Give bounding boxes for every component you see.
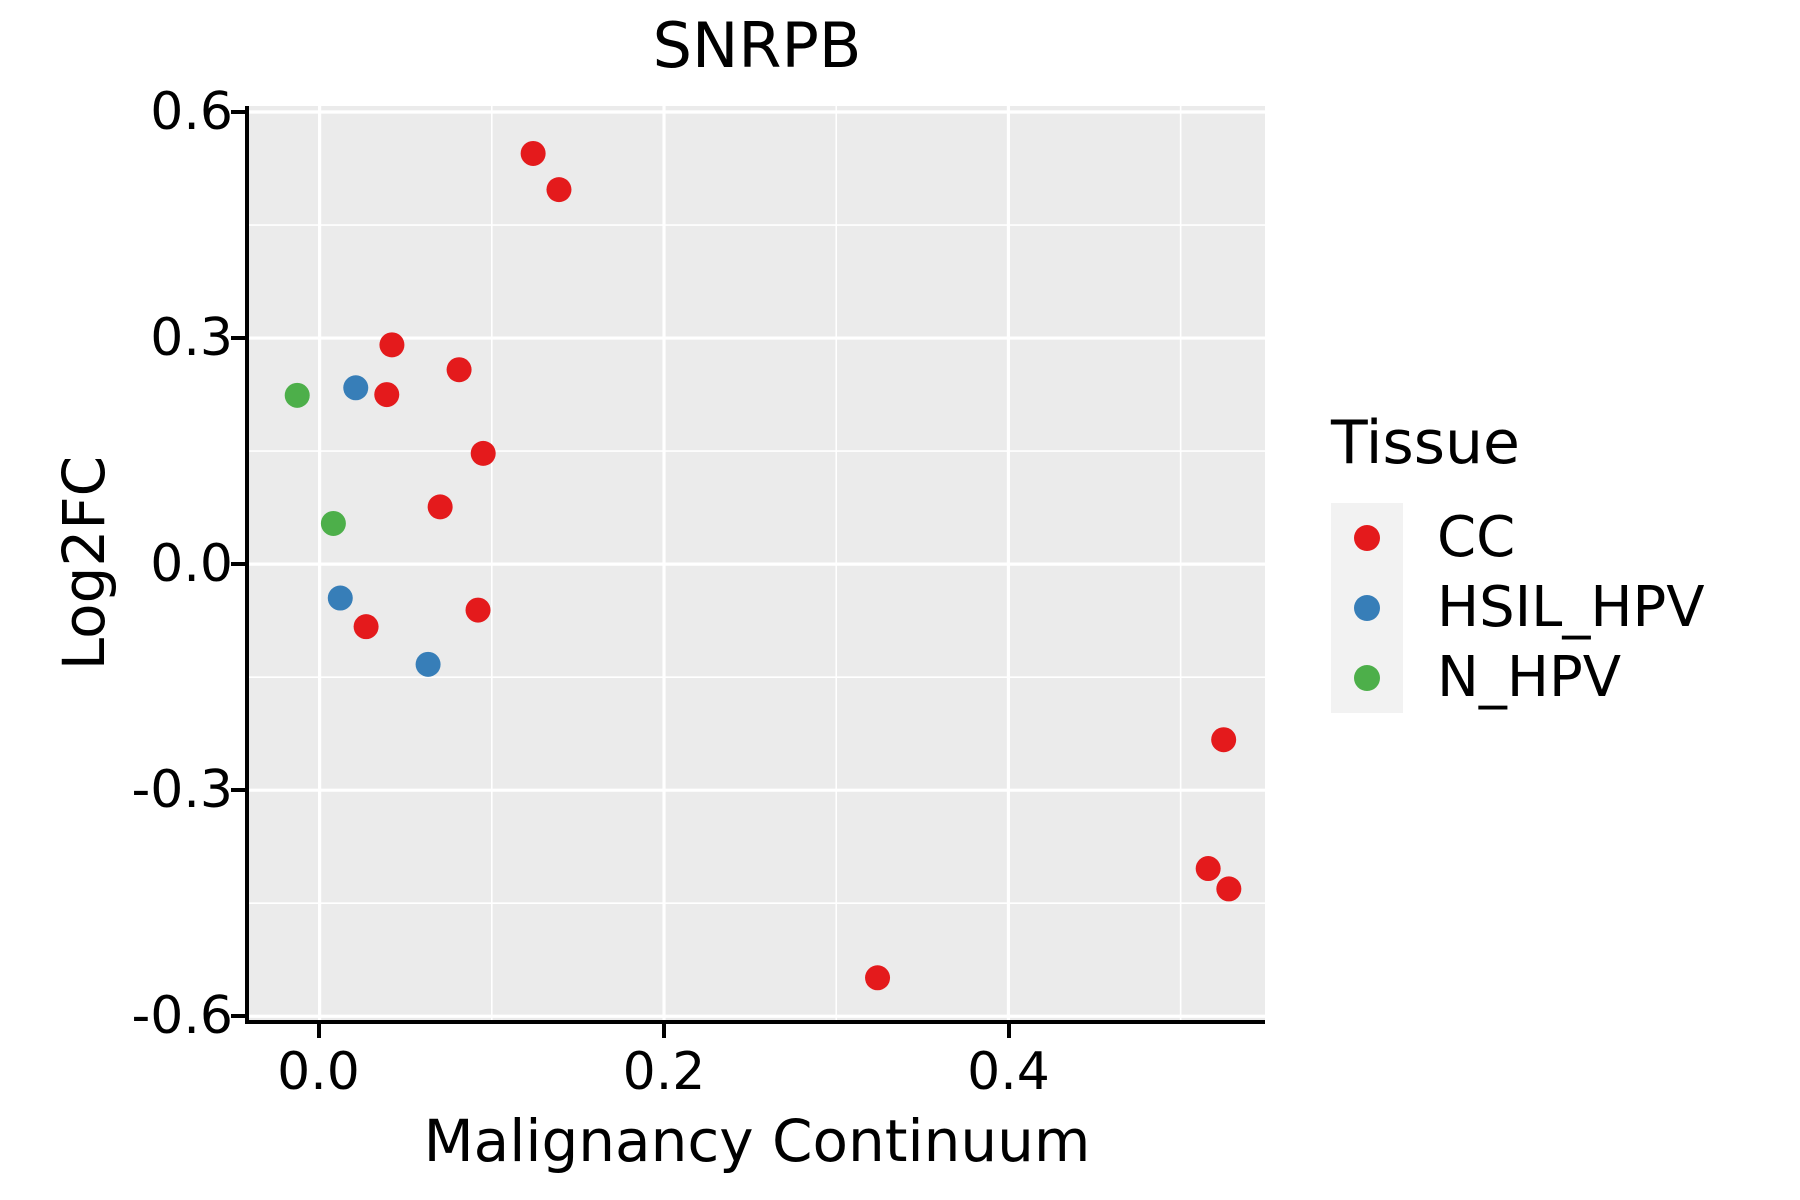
y-tick-label: 0.3 [150,308,233,368]
data-point-cc [379,332,405,358]
x-tick-label: 0.0 [277,1042,360,1102]
data-point-cc [465,597,491,623]
y-tick-mark [231,336,245,340]
n-hpv-dot-icon [1354,665,1380,691]
data-point-cc [1195,856,1221,882]
plot-title: SNRPB [652,9,862,82]
legend-key [1331,643,1403,713]
y-tick-label: 0.0 [150,534,233,594]
y-tick-mark [231,562,245,566]
legend-title: Tissue [1331,408,1520,478]
x-tick-label: 0.2 [622,1042,706,1102]
x-tick-mark [662,1024,666,1038]
x-tick-mark [316,1024,321,1038]
hsil-hpv-dot-icon [1354,595,1380,621]
x-axis-line [245,1020,1265,1024]
y-tick-mark [231,110,245,114]
y-tick-label: -0.3 [131,760,233,820]
y-tick-label: 0.6 [150,82,233,142]
data-point-n_hpv [320,510,346,536]
legend-item-cc: CC [1331,503,1705,573]
y-axis-title: Log2FC [50,455,118,671]
legend-item-hsil-hpv: HSIL_HPV [1331,573,1705,643]
data-point-hsil_hpv [343,375,369,401]
data-point-cc [353,614,379,640]
legend-label: HSIL_HPV [1437,575,1705,640]
data-point-hsil_hpv [415,651,441,677]
data-point-cc [546,177,572,203]
legend-item-n-hpv: N_HPV [1331,643,1705,713]
legend-label: CC [1437,505,1516,570]
y-tick-mark [231,1014,245,1018]
data-point-cc [470,440,496,466]
plot-canvas [249,106,1265,1020]
legend-items: CC HSIL_HPV N_HPV [1331,503,1705,713]
legend-label: N_HPV [1437,645,1622,710]
y-tick-label: -0.6 [131,986,233,1046]
data-point-cc [520,140,546,166]
cc-dot-icon [1354,525,1380,551]
data-point-cc [865,965,891,991]
data-point-cc [427,494,453,520]
data-point-cc [1211,727,1237,753]
x-axis-title: Malignancy Continuum [423,1107,1091,1175]
data-point-cc [446,357,472,383]
y-tick-mark [231,788,245,792]
y-axis-line [245,106,249,1024]
legend-key [1331,503,1403,573]
data-point-n_hpv [284,382,310,408]
x-tick-label: 0.4 [967,1042,1050,1102]
data-point-cc [1216,876,1242,902]
plot-panel [249,106,1265,1020]
legend-key [1331,573,1403,643]
data-point-hsil_hpv [327,585,353,611]
data-point-cc [374,382,400,408]
legend: Tissue CC HSIL_HPV N_HPV [1331,408,1705,713]
x-tick-mark [1006,1024,1011,1038]
